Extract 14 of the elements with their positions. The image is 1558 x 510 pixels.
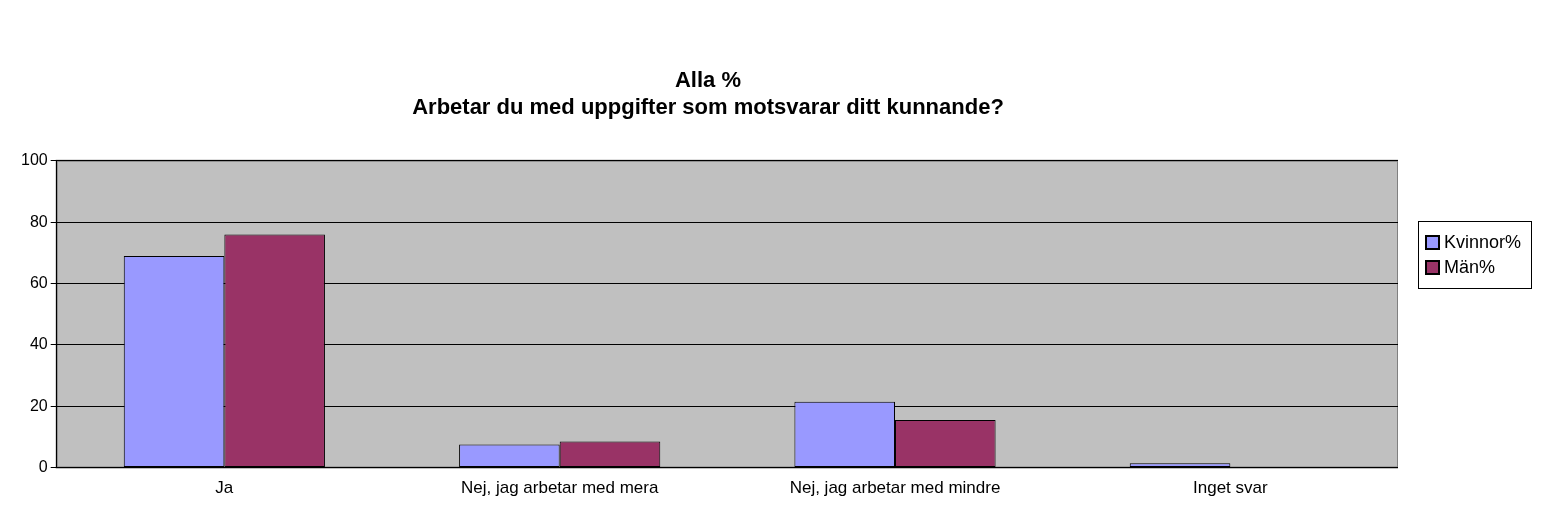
y-tick-label: 80 [29, 212, 48, 230]
y-tick-label: 0 [38, 458, 48, 476]
x-tick-label: Nej, jag arbetar med mindre [789, 478, 1001, 498]
y-tick-label: 100 [20, 151, 48, 169]
legend-label: Män% [1444, 257, 1496, 278]
x-tick-label: Inget svar [1193, 478, 1268, 498]
x-tick-label: Ja [215, 478, 234, 498]
y-tick-label: 60 [29, 273, 48, 291]
y-tick-label: 40 [29, 335, 48, 353]
text: Alla % [674, 67, 742, 93]
y-tick-label: 20 [29, 396, 48, 414]
legend-label: Kvinnor% [1444, 232, 1522, 253]
text: Arbetar du med uppgifter som motsvarar ditt kunnande? [412, 93, 1004, 119]
x-tick-label: Nej, jag arbetar med mera [460, 478, 659, 498]
